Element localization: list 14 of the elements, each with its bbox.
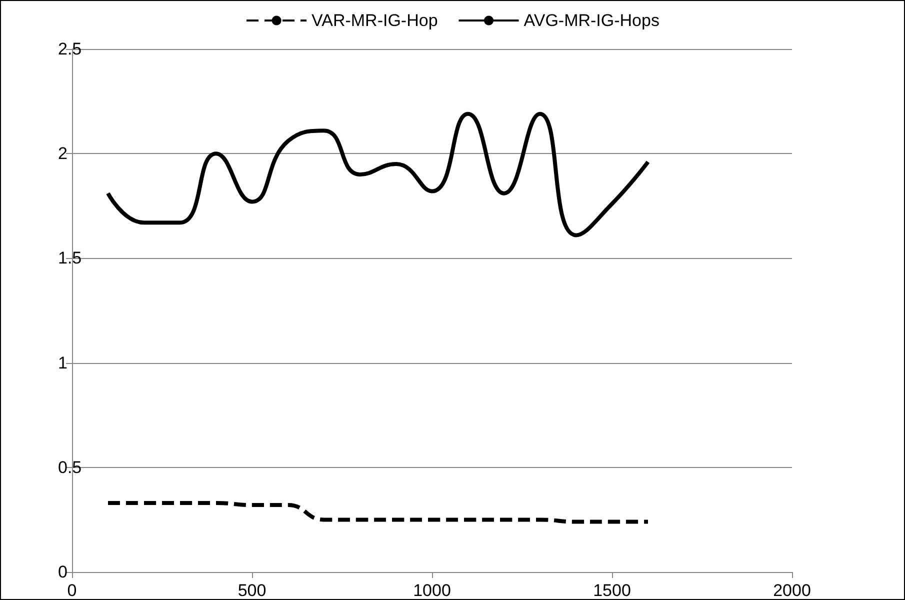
y-tick-label: 0.5 [58, 458, 82, 477]
y-tick-label: 2 [58, 144, 68, 164]
x-tick-label: 2000 [773, 581, 811, 600]
x-tick-label: 1000 [413, 581, 451, 600]
y-tick-label: 0 [58, 562, 68, 582]
x-tick-label: 500 [238, 581, 266, 600]
legend-label: VAR-MR-IG-Hop [312, 11, 438, 30]
y-tick-label: 1.5 [58, 248, 82, 268]
y-tick-label: 2.5 [58, 40, 82, 58]
line-series [106, 500, 650, 524]
x-tick-label: 1500 [593, 581, 631, 600]
line-series [106, 112, 650, 238]
y-tick-label: 1 [58, 353, 68, 372]
legend-label: AVG-MR-IG-Hops [524, 11, 660, 30]
